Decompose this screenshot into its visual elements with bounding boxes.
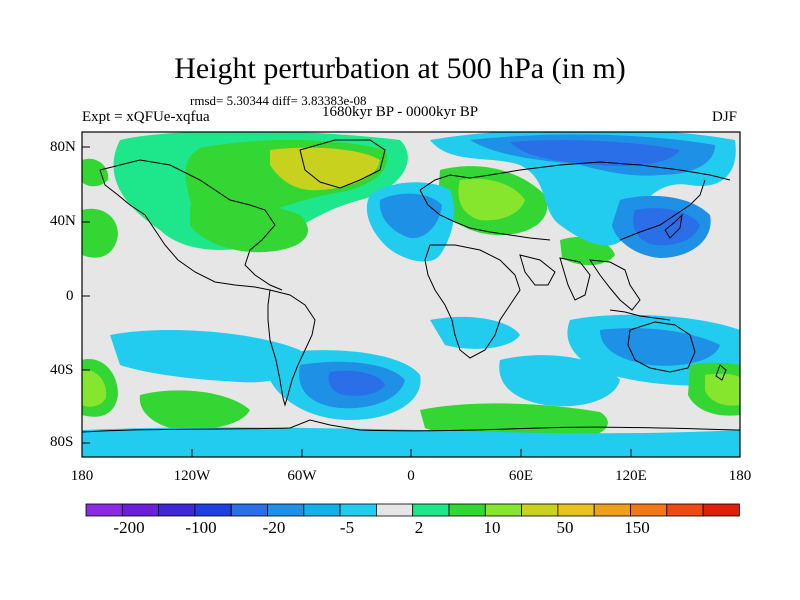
colorbar-label: 150 bbox=[624, 518, 650, 537]
lon-label-180e: 180 bbox=[728, 468, 752, 484]
contour-na-green bbox=[190, 199, 308, 253]
colorbar-box bbox=[194, 503, 232, 517]
figure-title: Height perturbation at 500 hPa (in m) bbox=[174, 52, 626, 85]
contour-greenland-olive bbox=[270, 147, 380, 191]
contour-arctic-deep bbox=[510, 140, 680, 167]
lat-label-40n: 40N bbox=[50, 213, 76, 229]
coast-africa bbox=[424, 244, 521, 359]
lat-label-40s: 40S bbox=[50, 362, 74, 378]
colorbar-box bbox=[158, 503, 196, 517]
lon-label-180w: 180 bbox=[70, 468, 94, 484]
coast-greenland bbox=[299, 139, 386, 189]
coast-india bbox=[559, 257, 591, 301]
colorbar-box bbox=[521, 503, 559, 517]
contour-west-pacific-green bbox=[82, 208, 118, 258]
colorbar-box bbox=[666, 503, 704, 517]
contour-europe-olive bbox=[458, 178, 525, 221]
colorbar-box bbox=[484, 503, 522, 517]
coast-north-america bbox=[99, 159, 283, 291]
coastlines bbox=[82, 139, 740, 433]
season-label: DJF bbox=[712, 109, 738, 125]
contour-australia-blue bbox=[600, 328, 720, 366]
colorbar bbox=[85, 503, 740, 517]
lat-label-0: 0 bbox=[66, 288, 74, 304]
period-label: 1680kyr BP - 0000kyr BP bbox=[322, 104, 479, 120]
coast-south-america bbox=[267, 289, 316, 407]
colorbar-box bbox=[230, 503, 268, 517]
lon-label-60e: 60E bbox=[508, 468, 534, 484]
contour-pacific-blue bbox=[633, 208, 700, 246]
contour-indian-negative bbox=[499, 355, 620, 407]
colorbar-box bbox=[339, 503, 377, 517]
lat-label-80n: 80N bbox=[50, 139, 76, 155]
colorbar-box bbox=[267, 503, 305, 517]
colorbar-label: -20 bbox=[262, 518, 286, 537]
colorbar-box bbox=[412, 503, 450, 517]
coast-north-america-west bbox=[99, 169, 271, 291]
stats-text: rmsd= 5.30344 diff= 3.83383e-08 bbox=[190, 93, 367, 108]
coast-eurasia bbox=[419, 161, 731, 191]
coast-europe-south bbox=[419, 189, 551, 241]
contour-se-indian-yellow bbox=[705, 373, 740, 406]
contour-atlantic-blue bbox=[379, 193, 442, 239]
coast-japan bbox=[664, 213, 683, 239]
lon-label-120e: 120E bbox=[615, 468, 647, 484]
colorbar-box bbox=[303, 503, 341, 517]
lon-label-60w: 60W bbox=[287, 468, 317, 484]
colorbar-label: -5 bbox=[339, 518, 355, 537]
colorbar-box bbox=[593, 503, 631, 517]
colorbar-box bbox=[85, 503, 123, 517]
colorbar-label: -200 bbox=[113, 518, 145, 537]
lon-label-0: 0 bbox=[407, 468, 415, 484]
plot-frame bbox=[81, 131, 741, 458]
colorbar-box bbox=[448, 503, 486, 517]
contour-se-pacific-negative bbox=[110, 330, 302, 383]
colorbar-box bbox=[557, 503, 595, 517]
coast-arabia bbox=[519, 254, 556, 286]
contour-s-pacific-green bbox=[139, 390, 250, 430]
contour-antarctic-negative bbox=[82, 427, 740, 457]
colorbar-label: -100 bbox=[185, 518, 217, 537]
contour-nw-green bbox=[82, 158, 109, 187]
coast-indonesia bbox=[609, 309, 671, 321]
height-perturbation-field bbox=[82, 132, 740, 457]
colorbar-box bbox=[630, 503, 668, 517]
lon-label-120w: 120W bbox=[173, 468, 211, 484]
contour-sw-pacific-yellow bbox=[82, 369, 107, 407]
coast-east-asia bbox=[619, 179, 706, 241]
colorbar-label: 2 bbox=[414, 518, 424, 537]
contour-s-atlantic-deep bbox=[328, 370, 385, 396]
colorbar-label: 50 bbox=[556, 518, 574, 537]
colorbar-box bbox=[121, 503, 160, 517]
colorbar-box bbox=[702, 503, 740, 517]
lat-label-80s: 80S bbox=[50, 434, 74, 450]
colorbar-label: 10 bbox=[483, 518, 501, 537]
coast-new-zealand bbox=[715, 364, 727, 381]
coast-se-asia bbox=[588, 259, 641, 311]
experiment-label: Expt = xQFUe-xqfua bbox=[82, 109, 210, 125]
coast-australia bbox=[627, 321, 696, 373]
colorbar-box bbox=[375, 503, 414, 517]
coast-antarctica bbox=[82, 419, 740, 433]
